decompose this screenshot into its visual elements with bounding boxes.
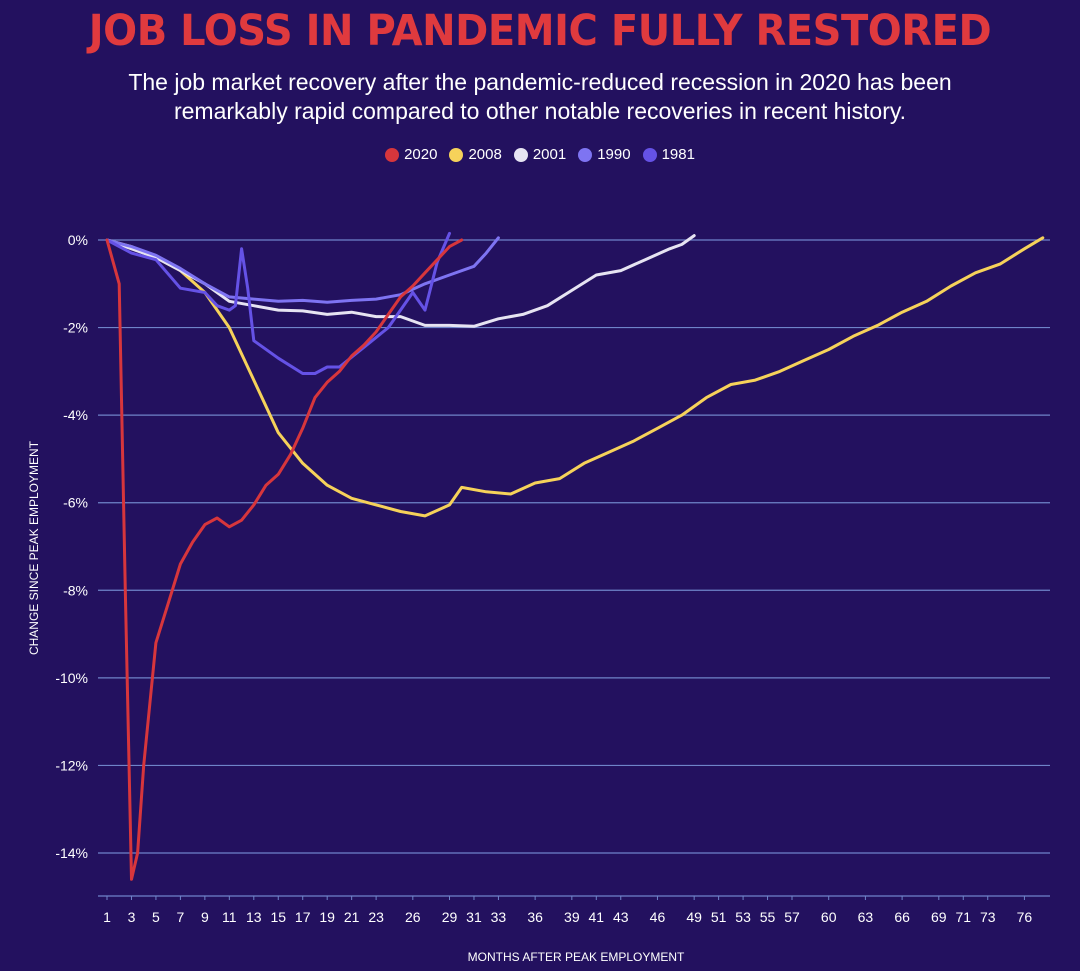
x-tick-label: 60 [821,909,837,925]
series-line-1990 [105,236,500,304]
x-tick-label: 66 [894,909,910,925]
x-tick-label: 46 [650,909,666,925]
legend-item-1990: 1990 [578,146,631,163]
series-line-1981 [105,231,451,375]
series-line-2020 [105,238,464,881]
y-tick-label: -14% [55,845,88,861]
x-tick-label: 7 [176,909,184,925]
x-tick-label: 55 [760,909,776,925]
legend-label: 2008 [468,146,502,163]
y-tick-label: -4% [63,407,88,423]
y-tick-label: -10% [55,670,88,686]
x-tick-label: 33 [491,909,507,925]
x-tick-label: 21 [344,909,360,925]
y-tick-label: -2% [63,320,88,336]
chart-legend: 2020 2008 2001 1990 1981 [0,146,1080,163]
legend-item-1981: 1981 [642,146,695,163]
x-tick-label: 26 [405,909,421,925]
x-tick-label: 9 [201,909,209,925]
x-tick-label: 51 [711,909,727,925]
chart-title: JOB LOSS IN PANDEMIC FULLY RESTORED [88,6,992,56]
x-tick-label: 63 [858,909,874,925]
x-tick-label: 13 [246,909,262,925]
y-tick-label: -12% [55,757,88,773]
x-tick-label: 57 [784,909,800,925]
legend-label: 2001 [532,146,567,163]
series-line-2001 [105,234,696,328]
legend-label: 1990 [597,146,631,163]
series-line-2008 [105,236,1045,518]
x-axis-title: MONTHS AFTER PEAK EMPLOYMENT [467,950,685,964]
x-tick-label: 39 [564,909,580,925]
legend-swatch [513,147,528,162]
y-tick-label: 0% [68,232,88,248]
legend-item-2020: 2020 [385,146,437,163]
x-tick-label: 76 [1017,909,1033,925]
x-tick-label: 53 [735,909,751,925]
legend-item-2008: 2008 [449,146,502,163]
x-tick-label: 23 [368,909,384,925]
y-axis-title: CHANGE SINCE PEAK EMPLOYMENT [27,440,41,656]
x-tick-label: 41 [589,909,605,925]
x-tick-label: 3 [128,909,136,925]
x-tick-label: 15 [270,909,286,925]
legend-label: 2020 [404,146,438,163]
x-tick-label: 17 [295,909,311,925]
x-tick-label: 73 [980,909,996,925]
x-tick-label: 36 [527,909,543,925]
x-tick-label: 71 [955,909,971,925]
chart-subtitle: The job market recovery after the pandem… [128,69,952,124]
x-tick-label: 49 [686,909,702,925]
legend-item-2001: 2001 [513,146,567,163]
x-tick-label: 69 [931,909,947,925]
x-tick-label: 5 [152,909,160,925]
x-tick-label: 19 [319,909,335,925]
legend-label: 1981 [661,146,695,163]
legend-swatch [578,147,593,162]
legend-swatch [385,147,400,162]
y-tick-label: -6% [63,495,88,511]
x-tick-label: 29 [442,909,458,925]
y-tick-label: -8% [63,582,88,598]
x-tick-label: 11 [222,909,237,925]
legend-swatch [642,147,657,162]
x-tick-label: 1 [103,909,111,925]
x-tick-label: 43 [613,909,629,925]
legend-swatch [449,147,464,162]
x-tick-label: 31 [466,909,482,925]
